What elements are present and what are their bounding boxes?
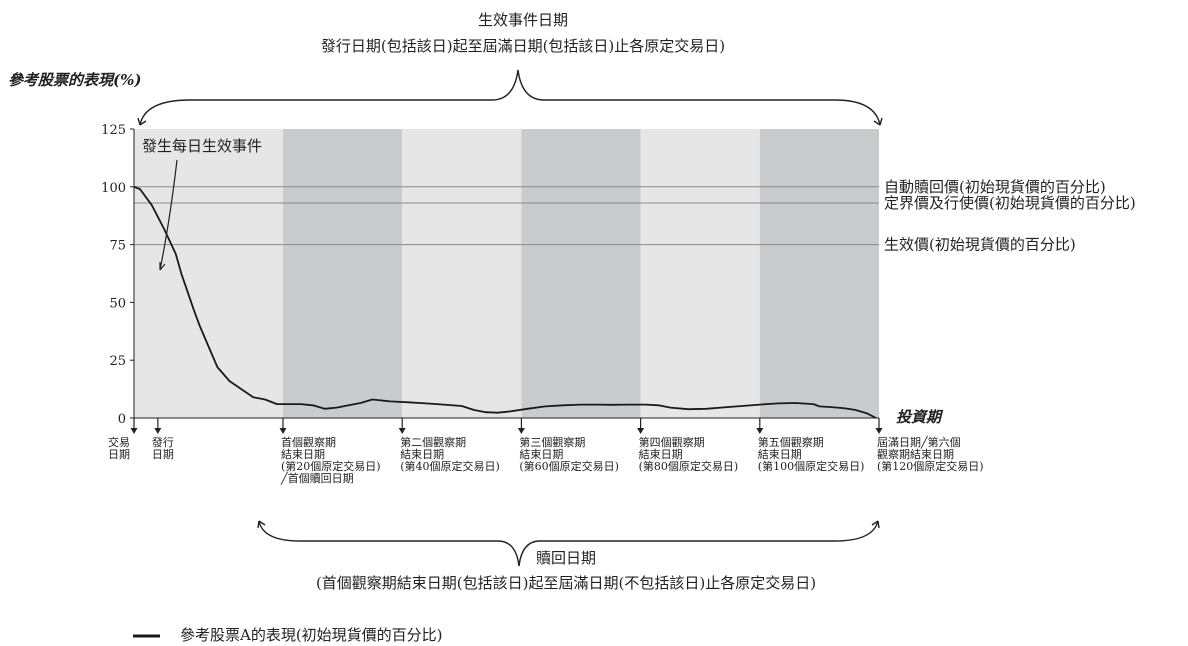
band-6 bbox=[760, 129, 879, 418]
date-label-line: 首個觀察期 bbox=[281, 435, 336, 449]
trigger-level-label: 生效價(初始現貨價的百分比) bbox=[884, 236, 1076, 254]
date-label-line: (第120個原定交易日) bbox=[877, 459, 984, 473]
y-tick-label: 100 bbox=[101, 181, 126, 196]
band-5 bbox=[641, 129, 760, 418]
x-axis bbox=[131, 418, 883, 434]
observation-period-bands bbox=[134, 129, 879, 418]
y-axis-title: 參考股票的表現(%) bbox=[8, 71, 141, 89]
date-marker-arrow bbox=[518, 428, 525, 434]
redemption-period-title: 贖回日期 bbox=[536, 549, 596, 567]
date-marker-arrow bbox=[756, 428, 763, 434]
date-labels: 交易日期發行日期首個觀察期結束日期(第20個原定交易日)╱首個贖回日期第二個觀察… bbox=[108, 435, 984, 485]
date-marker-arrow bbox=[637, 428, 644, 434]
daily-event-annotation: 發生每日生效事件 bbox=[142, 137, 262, 155]
date-label-line: (第100個原定交易日) bbox=[758, 459, 865, 473]
date-label-line: (第20個原定交易日) bbox=[281, 459, 381, 473]
y-tick-label: 75 bbox=[109, 239, 126, 254]
date-marker-arrow bbox=[876, 428, 883, 434]
event-period-title: 生效事件日期 bbox=[478, 11, 568, 29]
band-2 bbox=[283, 129, 402, 418]
date-label-line: ╱首個贖回日期 bbox=[280, 471, 354, 485]
redemption-period-subtitle: (首個觀察期結束日期(包括該日)起至屆滿日期(不包括該日)止各原定交易日) bbox=[316, 574, 816, 592]
band-4 bbox=[521, 129, 640, 418]
date-marker-arrow bbox=[280, 428, 287, 434]
y-tick-label: 50 bbox=[109, 296, 126, 311]
legend-label: 參考股票A的表現(初始現貨價的百分比) bbox=[180, 626, 443, 644]
date-marker-arrow bbox=[154, 428, 161, 434]
date-label-line: 第三個觀察期 bbox=[519, 435, 585, 449]
date-label-line: 交易 bbox=[108, 435, 130, 449]
date-label-line: 發行 bbox=[152, 435, 174, 449]
date-label-line: 結束日期 bbox=[400, 447, 444, 461]
band-3 bbox=[402, 129, 521, 418]
date-label-line: (第80個原定交易日) bbox=[639, 459, 739, 473]
event-period-subtitle: 發行日期(包括該日)起至屆滿日期(包括該日)止各原定交易日) bbox=[321, 37, 725, 55]
date-label-line: 屆滿日期╱第六個 bbox=[877, 435, 961, 449]
date-label-line: 結束日期 bbox=[758, 447, 802, 461]
date-label-line: 第二個觀察期 bbox=[400, 435, 466, 449]
date-label-line: 日期 bbox=[108, 448, 130, 461]
date-label-line: 第五個觀察期 bbox=[758, 435, 824, 449]
date-label-line: 觀察期結束日期 bbox=[877, 447, 954, 461]
date-label-line: 日期 bbox=[152, 448, 174, 461]
y-tick-label: 25 bbox=[109, 354, 126, 369]
date-label-line: 結束日期 bbox=[519, 447, 563, 461]
date-marker-arrow bbox=[131, 428, 138, 434]
event-period-brace bbox=[138, 70, 882, 125]
date-label-line: 結束日期 bbox=[639, 447, 683, 461]
y-tick-label: 0 bbox=[118, 412, 126, 427]
strike-level-label: 定界價及行使價(初始現貨價的百分比) bbox=[884, 194, 1136, 212]
date-label-line: (第60個原定交易日) bbox=[519, 459, 619, 473]
y-axis: 0 25 50 75 100 125 bbox=[101, 123, 134, 427]
x-axis-title: 投資期 bbox=[896, 408, 944, 426]
y-tick-label: 125 bbox=[101, 123, 126, 138]
date-label-line: 結束日期 bbox=[281, 447, 325, 461]
band-1 bbox=[134, 129, 283, 418]
date-label-line: 第四個觀察期 bbox=[639, 435, 705, 449]
date-label-line: (第40個原定交易日) bbox=[400, 459, 500, 473]
date-marker-arrow bbox=[399, 428, 406, 434]
